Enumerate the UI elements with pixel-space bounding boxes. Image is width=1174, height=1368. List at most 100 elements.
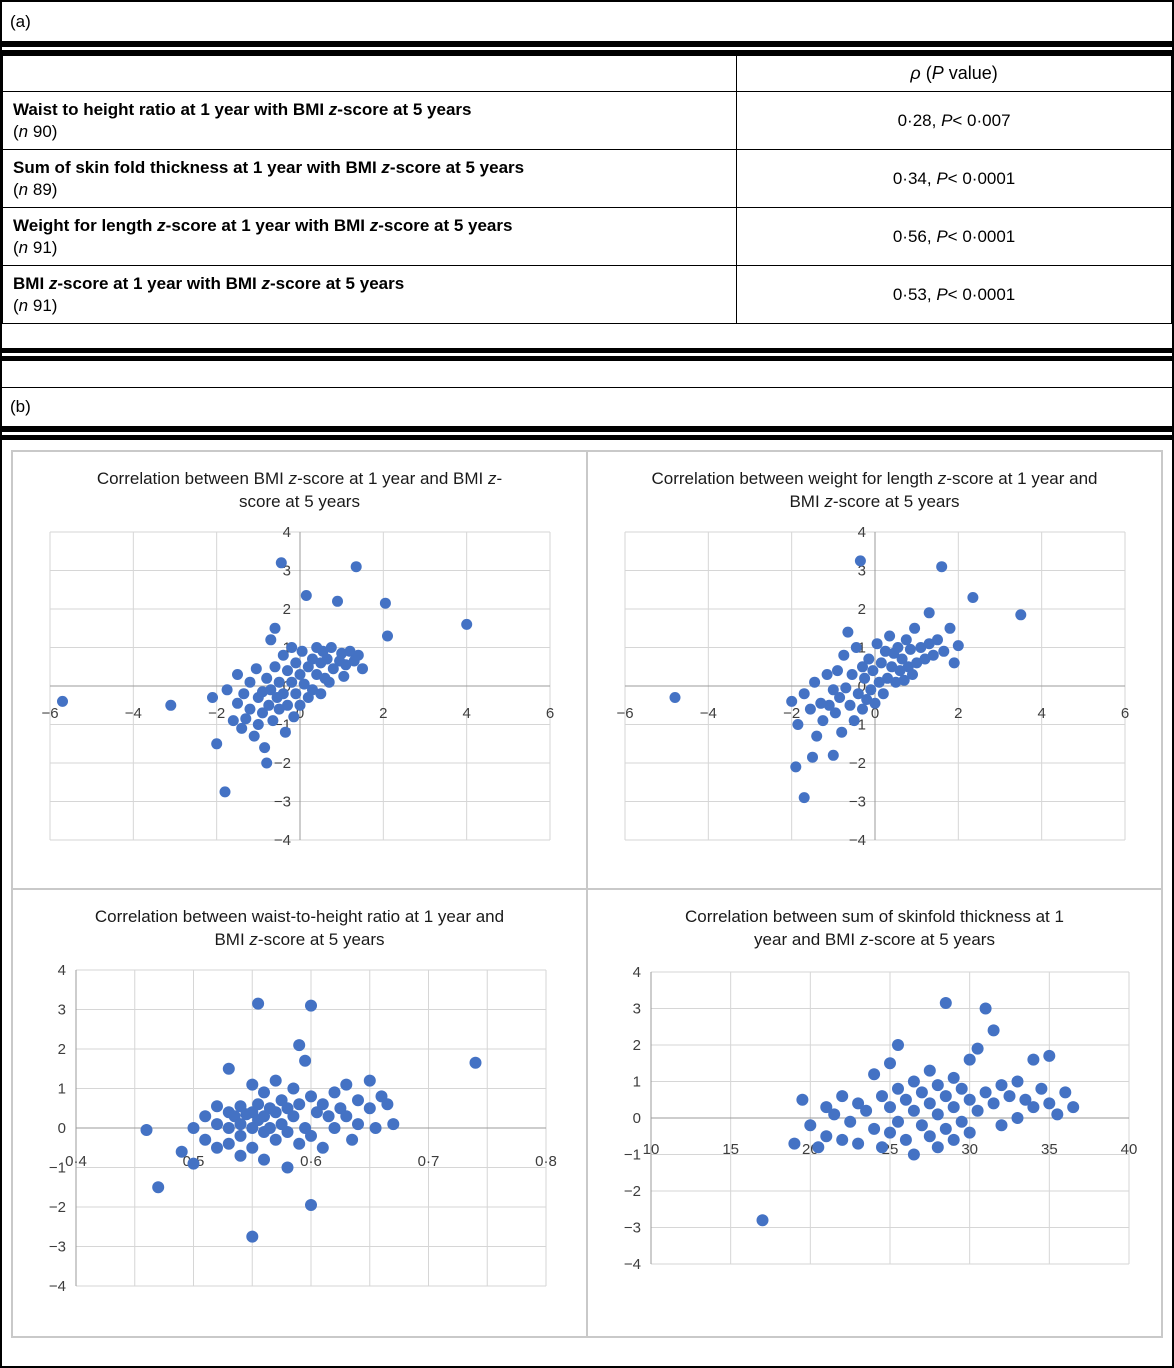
data-point xyxy=(314,688,326,700)
svg-text:35: 35 xyxy=(1040,1141,1057,1158)
data-point xyxy=(883,1057,896,1070)
data-point xyxy=(339,1078,352,1091)
data-point xyxy=(833,691,845,703)
data-point xyxy=(906,668,918,680)
chart-cell-waist-to-height: Correlation between waist-to-height rati… xyxy=(13,890,586,1336)
data-point xyxy=(896,653,908,665)
data-point xyxy=(907,1148,920,1161)
data-point xyxy=(877,688,889,700)
data-point xyxy=(1066,1100,1079,1113)
svg-text:−1: −1 xyxy=(48,1159,65,1176)
data-point xyxy=(286,1082,299,1095)
svg-text:−4: −4 xyxy=(48,1278,65,1295)
chart-title: Correlation between sum of skinfold thic… xyxy=(685,907,1064,949)
svg-text:4: 4 xyxy=(57,962,65,979)
data-point xyxy=(1058,1086,1071,1099)
data-point xyxy=(841,626,853,638)
table-row: Sum of skin fold thickness at 1 year wit… xyxy=(2,149,1172,208)
svg-text:−4: −4 xyxy=(273,832,290,849)
svg-text:1: 1 xyxy=(632,1073,640,1090)
data-point xyxy=(239,713,251,725)
data-point xyxy=(277,688,289,700)
data-point xyxy=(955,1115,968,1128)
data-point xyxy=(325,641,337,653)
data-point xyxy=(198,1133,211,1146)
data-point xyxy=(891,1115,904,1128)
data-point xyxy=(363,1074,376,1087)
table-header-row: ρ (P value) xyxy=(2,55,1172,92)
table-row: BMI z-score at 1 year with BMI z-score a… xyxy=(2,265,1172,324)
svg-text:0·7: 0·7 xyxy=(417,1153,439,1170)
data-point xyxy=(198,1110,211,1123)
data-point xyxy=(285,641,297,653)
data-point xyxy=(56,695,68,707)
svg-text:4: 4 xyxy=(462,705,470,722)
data-point xyxy=(222,1121,235,1134)
data-point xyxy=(331,595,343,607)
data-point xyxy=(806,751,818,763)
panel-a-row: (a) xyxy=(2,2,1172,42)
data-point xyxy=(221,684,233,696)
data-point xyxy=(266,714,278,726)
data-point xyxy=(294,699,305,711)
row-label-cell: Weight for length z-score at 1 year with… xyxy=(2,207,738,266)
data-point xyxy=(262,699,274,711)
chart-cell-skinfold-thickness: Correlation between sum of skinfold thic… xyxy=(588,890,1161,1336)
data-point xyxy=(277,649,289,661)
svg-text:2: 2 xyxy=(282,601,290,618)
data-point xyxy=(263,1121,276,1134)
data-point xyxy=(927,649,939,661)
svg-text:0·6: 0·6 xyxy=(300,1153,322,1170)
data-point xyxy=(883,1100,896,1113)
data-point xyxy=(1050,1108,1063,1121)
data-point xyxy=(955,1082,968,1095)
panel-b-row: (b) xyxy=(2,387,1172,427)
svg-text:−2: −2 xyxy=(208,705,225,722)
svg-text:15: 15 xyxy=(722,1141,739,1158)
svg-text:10: 10 xyxy=(642,1141,659,1158)
data-point xyxy=(939,996,952,1009)
data-point xyxy=(245,1078,258,1091)
table-row: Waist to height ratio at 1 year with BMI… xyxy=(2,91,1172,150)
data-point xyxy=(923,1097,936,1110)
data-point xyxy=(931,1108,944,1121)
data-point xyxy=(251,997,264,1010)
double-rule xyxy=(2,348,1172,361)
svg-text:3: 3 xyxy=(857,562,865,579)
data-point xyxy=(335,647,347,659)
data-point xyxy=(837,649,849,661)
svg-text:−4: −4 xyxy=(623,1256,640,1273)
data-point xyxy=(827,749,839,761)
data-point xyxy=(234,1117,246,1130)
data-point xyxy=(867,1068,880,1081)
data-point xyxy=(356,663,368,675)
svg-text:3: 3 xyxy=(57,1001,65,1018)
data-point xyxy=(862,653,874,665)
svg-text:6: 6 xyxy=(1120,705,1128,722)
data-point xyxy=(222,1062,235,1075)
data-point xyxy=(245,1141,258,1154)
data-point xyxy=(881,672,893,684)
data-point xyxy=(947,1133,960,1146)
svg-text:4: 4 xyxy=(282,524,290,541)
data-point xyxy=(1011,1075,1023,1088)
charts-top-spacer xyxy=(2,440,1172,450)
data-point xyxy=(316,1098,329,1111)
data-point xyxy=(257,1086,270,1099)
data-point xyxy=(891,1082,904,1095)
data-point xyxy=(944,622,955,634)
data-point xyxy=(381,630,393,642)
row-sample-size: (n 89) xyxy=(13,179,58,199)
data-point xyxy=(256,686,268,698)
data-point xyxy=(251,1098,264,1111)
data-point xyxy=(827,684,839,696)
data-point xyxy=(843,1115,856,1128)
row-label-cell: BMI z-score at 1 year with BMI z-score a… xyxy=(2,265,738,324)
data-point xyxy=(923,1064,936,1077)
data-point xyxy=(987,1024,1000,1037)
data-point xyxy=(328,1086,340,1099)
data-point xyxy=(915,1086,928,1099)
data-point xyxy=(931,1141,944,1154)
